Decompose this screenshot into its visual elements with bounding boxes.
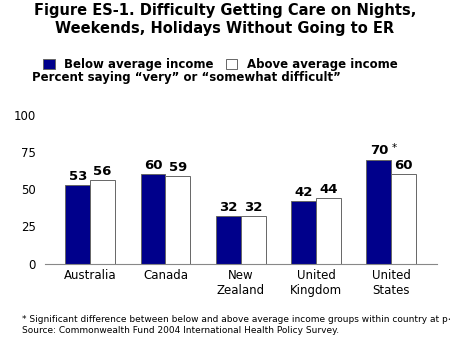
Text: 53: 53 [68, 170, 87, 183]
Text: 32: 32 [244, 201, 262, 214]
Bar [316, 198, 341, 264]
Bar [216, 216, 241, 264]
Text: 44: 44 [319, 183, 338, 196]
Text: 70: 70 [370, 144, 388, 157]
Bar [166, 176, 190, 264]
Bar [366, 160, 392, 264]
Text: Figure ES-1. Difficulty Getting Care on Nights,
Weekends, Holidays Without Going: Figure ES-1. Difficulty Getting Care on … [34, 3, 416, 36]
Text: 60: 60 [144, 159, 162, 172]
Bar [90, 180, 115, 264]
Text: 56: 56 [94, 165, 112, 178]
Text: * Significant difference between below and above average income groups within co: * Significant difference between below a… [22, 315, 450, 335]
Bar [392, 174, 416, 264]
Text: 42: 42 [294, 186, 313, 199]
Text: 60: 60 [395, 159, 413, 172]
Text: *: * [392, 143, 397, 153]
Bar [140, 174, 166, 264]
Legend: Below average income, Above average income: Below average income, Above average inco… [43, 58, 398, 71]
Bar [65, 185, 90, 264]
Text: 59: 59 [169, 161, 187, 174]
Text: 32: 32 [219, 201, 238, 214]
Bar [291, 201, 316, 264]
Bar [241, 216, 266, 264]
Text: Percent saying “very” or “somewhat difficult”: Percent saying “very” or “somewhat diffi… [32, 71, 340, 84]
